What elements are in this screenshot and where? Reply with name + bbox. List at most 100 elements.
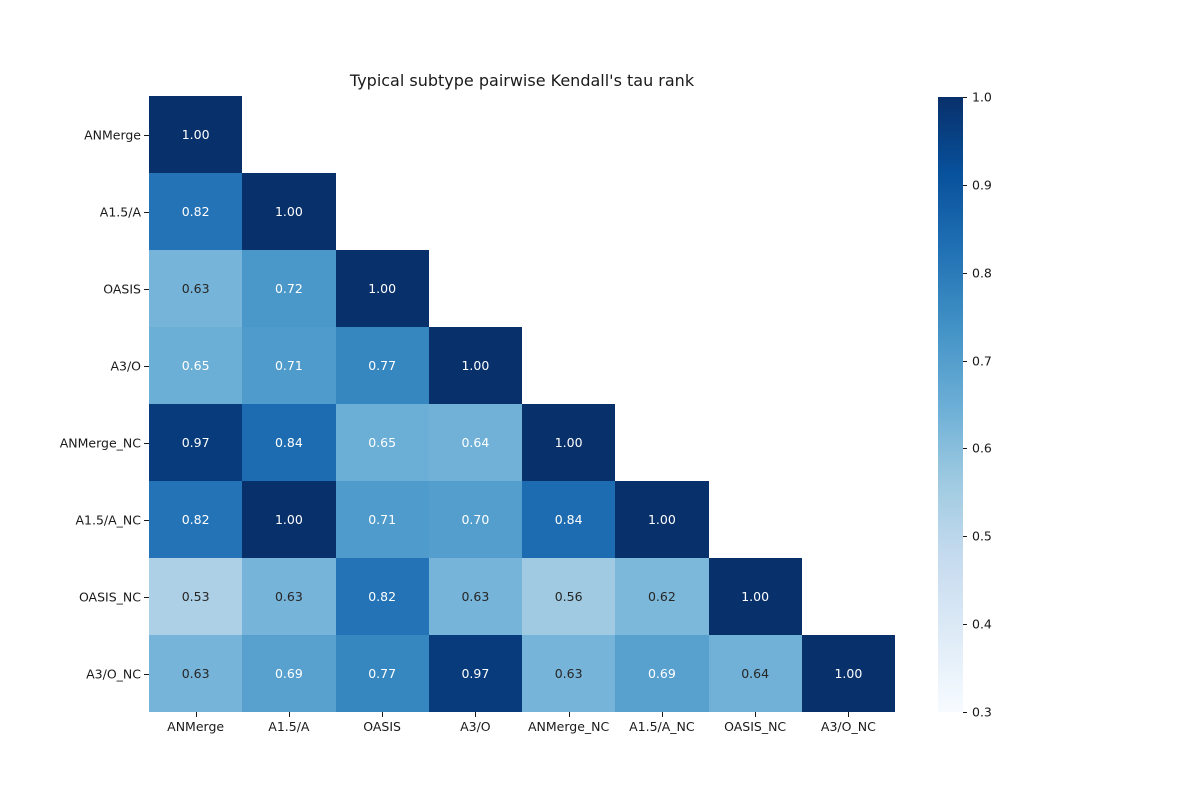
heatmap-cell: 0.63 bbox=[242, 558, 336, 635]
y-axis-tick bbox=[144, 211, 149, 213]
heatmap-cell: 0.82 bbox=[335, 558, 429, 635]
heatmap-cell: 0.72 bbox=[242, 250, 336, 327]
cell-value: 0.63 bbox=[274, 589, 303, 604]
x-axis-tick bbox=[475, 712, 477, 717]
x-axis-label: A3/O_NC bbox=[820, 719, 876, 734]
y-axis-label: A3/O bbox=[110, 358, 141, 373]
cell-value: 1.00 bbox=[274, 204, 303, 219]
cell-value: 0.71 bbox=[274, 358, 303, 373]
x-axis-label: OASIS bbox=[363, 719, 401, 734]
cell-value: 1.00 bbox=[554, 435, 583, 450]
heatmap-cell: 1.00 bbox=[335, 250, 429, 327]
cell-value: 0.97 bbox=[461, 666, 490, 681]
y-axis-tick bbox=[144, 596, 149, 598]
cell-value: 0.69 bbox=[274, 666, 303, 681]
x-axis-tick bbox=[195, 712, 197, 717]
heatmap-cell: 0.69 bbox=[615, 635, 709, 712]
heatmap-cell: 0.97 bbox=[428, 635, 522, 712]
cell-value: 0.63 bbox=[181, 666, 210, 681]
cell-value: 0.71 bbox=[368, 512, 397, 527]
colorbar-tick-label: 1.0 bbox=[972, 89, 992, 105]
colorbar-tick-label: 0.5 bbox=[972, 528, 992, 544]
cell-value: 0.77 bbox=[368, 666, 397, 681]
cell-value: 0.82 bbox=[181, 204, 210, 219]
colorbar-tick-label: 0.7 bbox=[972, 353, 992, 369]
cell-value: 1.00 bbox=[368, 281, 397, 296]
cell-value: 0.62 bbox=[647, 589, 676, 604]
heatmap-cell: 0.97 bbox=[149, 404, 243, 481]
x-axis-label: OASIS_NC bbox=[724, 719, 787, 734]
heatmap-cell: 1.00 bbox=[428, 327, 522, 404]
y-axis-tick bbox=[144, 442, 149, 444]
heatmap-cell: 0.71 bbox=[242, 327, 336, 404]
cell-value: 0.69 bbox=[647, 666, 676, 681]
heatmap-cell: 0.63 bbox=[522, 635, 616, 712]
x-axis-tick bbox=[288, 712, 290, 717]
colorbar-tick bbox=[963, 97, 967, 98]
cell-value: 0.65 bbox=[368, 435, 397, 450]
heatmap-cell: 1.00 bbox=[149, 96, 243, 173]
cell-value: 1.00 bbox=[274, 512, 303, 527]
colorbar-tick bbox=[963, 184, 967, 186]
colorbar-tick bbox=[963, 536, 967, 538]
colorbar-tick-label: 0.3 bbox=[972, 704, 992, 720]
cell-value: 0.84 bbox=[554, 512, 583, 527]
colorbar-tick bbox=[963, 624, 967, 626]
heatmap: 1.00 0.82 1.00 0.63 0.72 1.00 0.65 0.71 0.77 1.00… bbox=[149, 96, 895, 712]
cell-value: 0.63 bbox=[181, 281, 210, 296]
cell-value: 0.84 bbox=[274, 435, 303, 450]
heatmap-cell: 0.77 bbox=[335, 635, 429, 712]
x-axis-tick bbox=[848, 712, 850, 717]
heatmap-cell: 0.63 bbox=[428, 558, 522, 635]
heatmap-cell: 0.56 bbox=[522, 558, 616, 635]
cell-value: 0.53 bbox=[181, 589, 210, 604]
x-axis-label: A1.5/A bbox=[268, 719, 310, 734]
cell-value: 0.70 bbox=[461, 512, 490, 527]
cell-value: 0.64 bbox=[741, 666, 770, 681]
y-axis-label: OASIS_NC bbox=[78, 589, 141, 604]
colorbar-tick-label: 0.8 bbox=[972, 265, 992, 281]
heatmap-cell: 1.00 bbox=[615, 481, 709, 558]
cell-value: 0.82 bbox=[181, 512, 210, 527]
y-axis-label: A3/O_NC bbox=[86, 666, 141, 681]
heatmap-cell: 0.65 bbox=[149, 327, 243, 404]
heatmap-cell: 0.82 bbox=[149, 481, 243, 558]
colorbar-tick bbox=[963, 448, 967, 450]
cell-value: 1.00 bbox=[834, 666, 863, 681]
heatmap-cell: 1.00 bbox=[242, 481, 336, 558]
cell-value: 0.97 bbox=[181, 435, 210, 450]
heatmap-cell: 0.69 bbox=[242, 635, 336, 712]
y-axis-tick bbox=[144, 288, 149, 290]
colorbar bbox=[938, 97, 963, 712]
cell-value: 0.82 bbox=[368, 589, 397, 604]
heatmap-cell: 0.63 bbox=[149, 250, 243, 327]
x-axis-label: A3/O bbox=[460, 719, 491, 734]
x-axis-label: ANMerge bbox=[167, 719, 225, 734]
x-axis-label: A1.5/A_NC bbox=[629, 719, 695, 734]
cell-value: 0.64 bbox=[461, 435, 490, 450]
cell-value: 0.63 bbox=[554, 666, 583, 681]
heatmap-cell: 0.53 bbox=[149, 558, 243, 635]
cell-value: 0.56 bbox=[554, 589, 583, 604]
colorbar-tick bbox=[963, 272, 967, 274]
x-axis-tick bbox=[568, 712, 570, 717]
colorbar-tick-label: 0.9 bbox=[972, 177, 992, 193]
heatmap-cell: 0.82 bbox=[149, 173, 243, 250]
cell-value: 0.63 bbox=[461, 589, 490, 604]
heatmap-cell: 0.84 bbox=[242, 404, 336, 481]
cell-value: 1.00 bbox=[181, 127, 210, 142]
heatmap-cell: 0.63 bbox=[149, 635, 243, 712]
heatmap-cell: 0.84 bbox=[522, 481, 616, 558]
y-axis-tick bbox=[144, 365, 149, 367]
heatmap-cell: 0.65 bbox=[335, 404, 429, 481]
y-axis-tick bbox=[144, 134, 149, 136]
cell-value: 0.72 bbox=[274, 281, 303, 296]
x-axis-tick bbox=[755, 712, 757, 717]
heatmap-cell: 0.71 bbox=[335, 481, 429, 558]
colorbar-tick bbox=[963, 712, 967, 713]
y-axis-label: A1.5/A bbox=[99, 204, 141, 219]
heatmap-cell: 1.00 bbox=[708, 558, 802, 635]
heatmap-cell: 0.64 bbox=[428, 404, 522, 481]
cell-value: 0.77 bbox=[368, 358, 397, 373]
y-axis-label: ANMerge_NC bbox=[59, 435, 141, 450]
